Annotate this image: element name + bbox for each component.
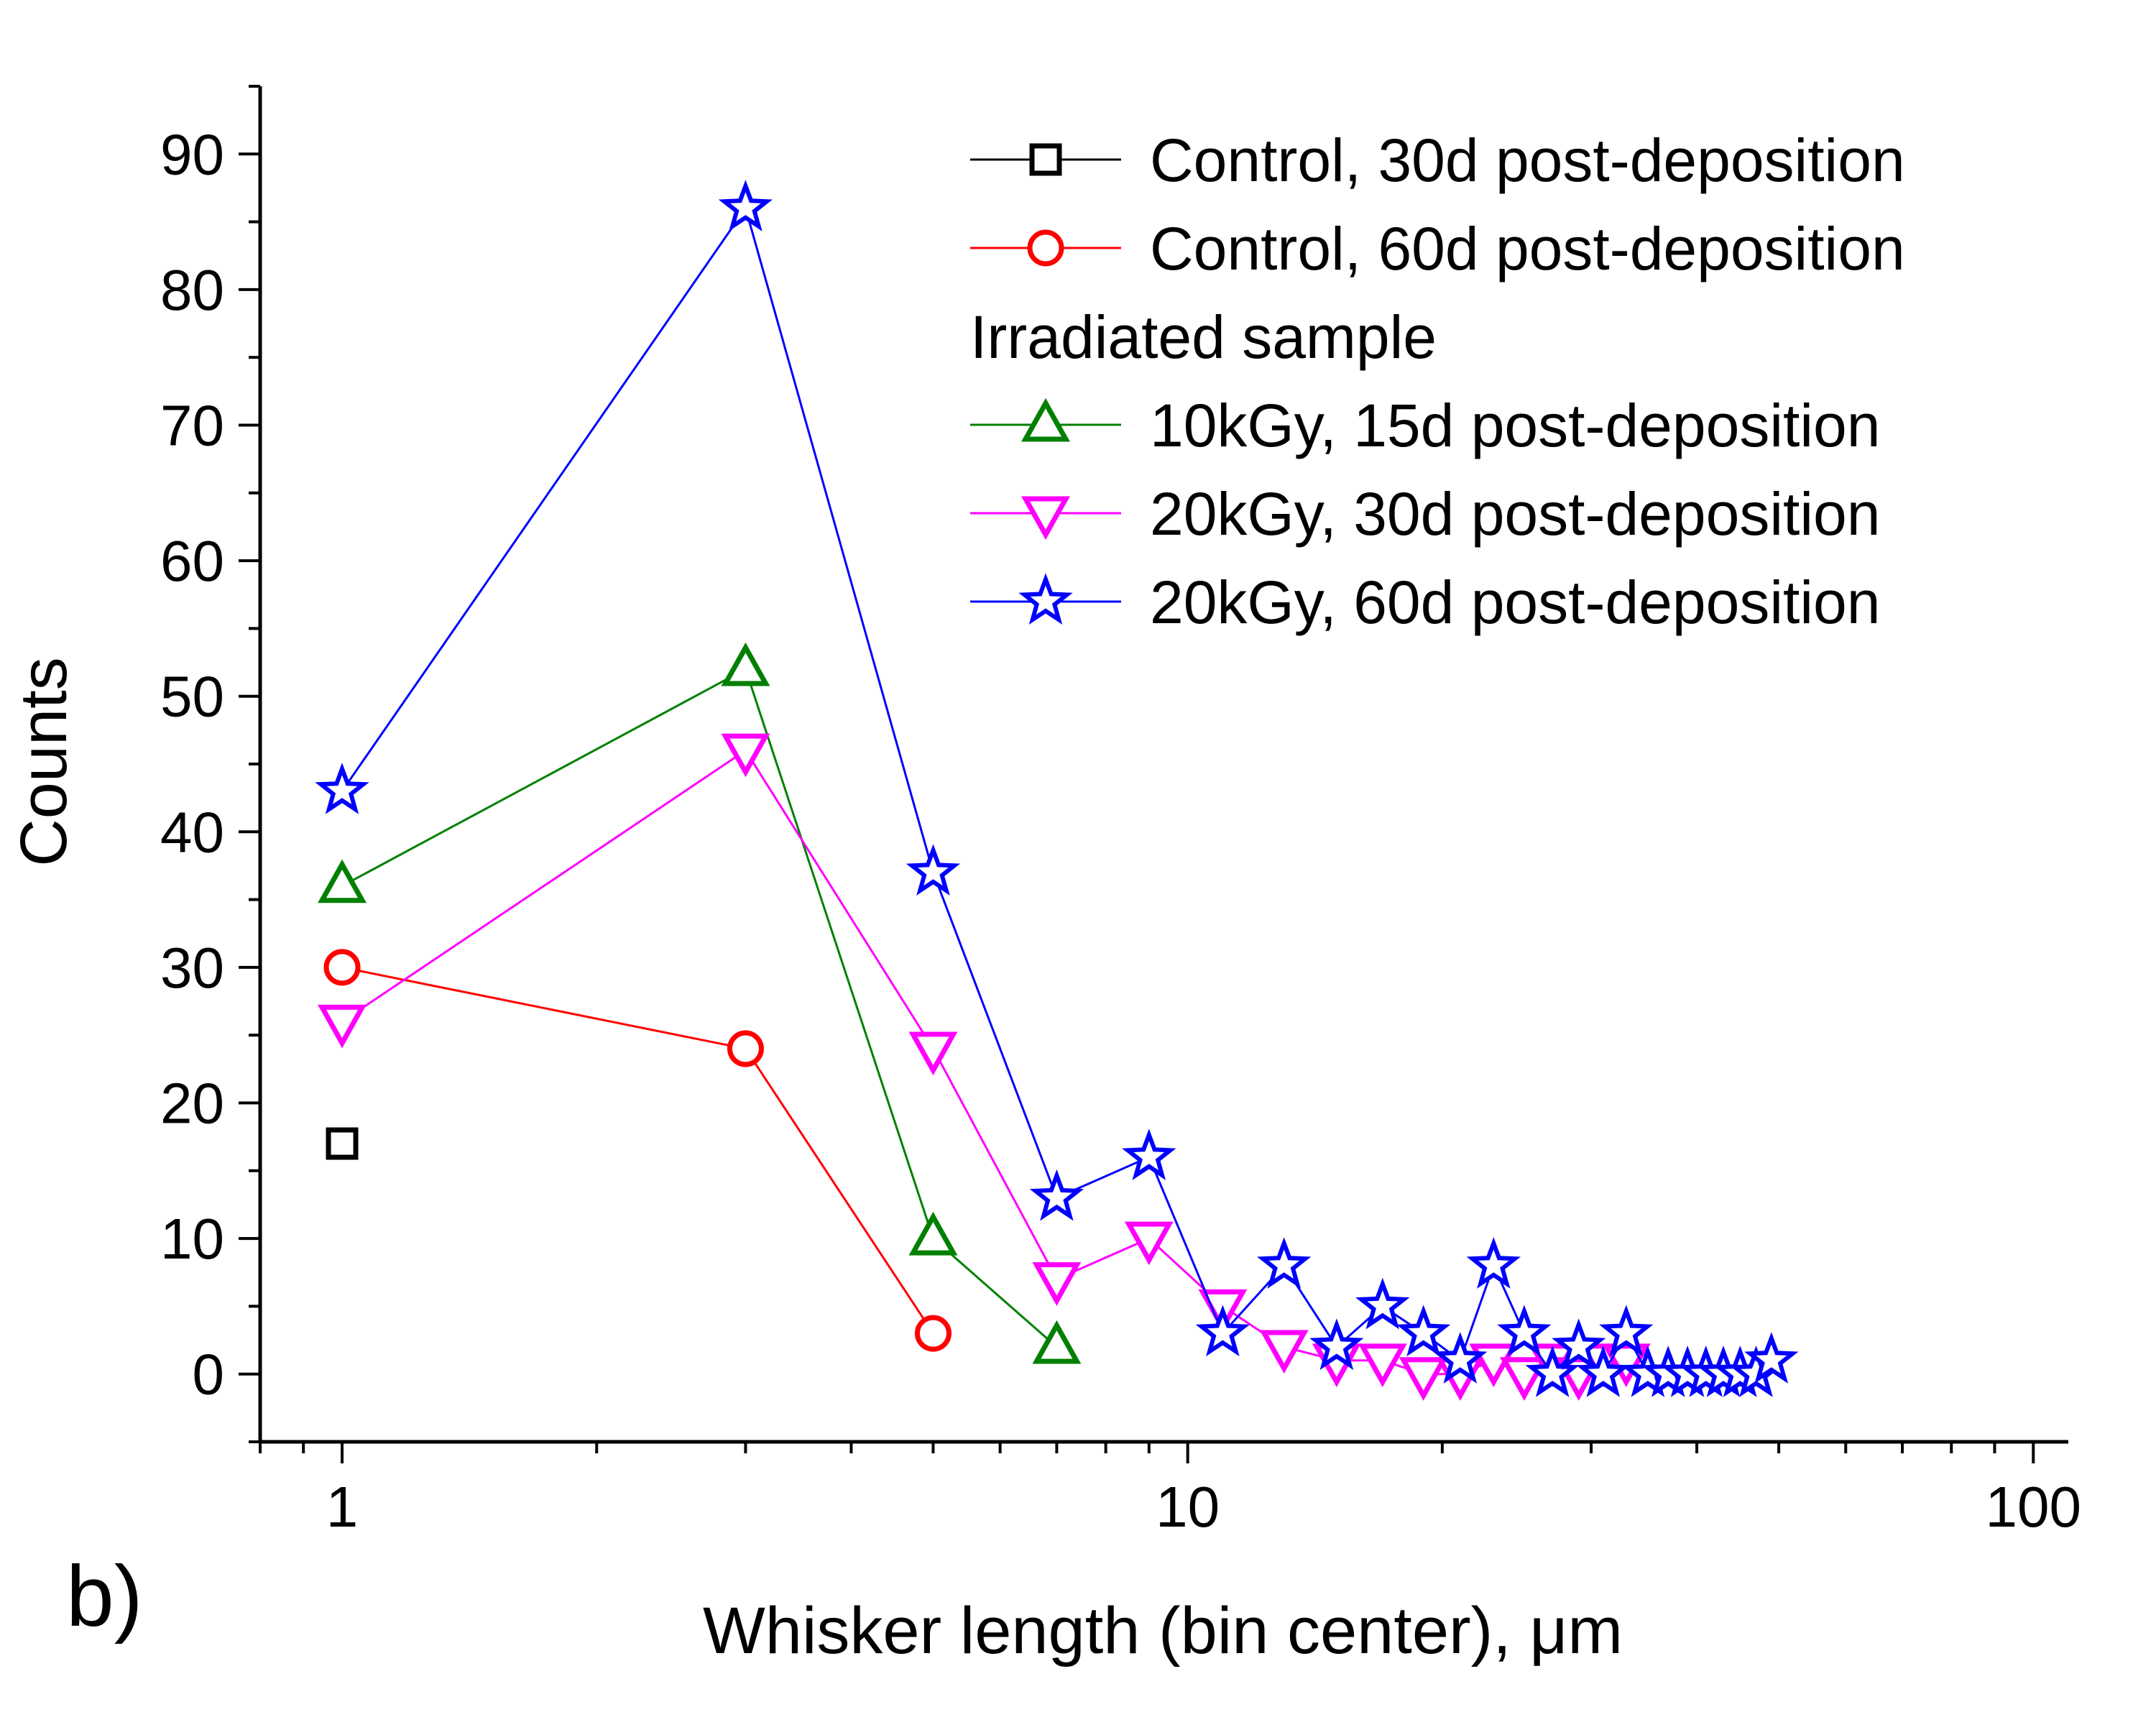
legend-entry: 20kGy, 30d post-deposition: [970, 480, 1880, 548]
data-point: [323, 949, 361, 986]
data-point: [1576, 1346, 1631, 1397]
series-0: [326, 1127, 359, 1160]
panel-label: b): [66, 1548, 143, 1644]
data-point: [906, 844, 961, 896]
data-point: [318, 1004, 367, 1049]
data-point: [721, 733, 770, 778]
series-2: [318, 642, 1082, 1364]
legend-marker: [1029, 143, 1062, 176]
data-point: [1358, 1343, 1407, 1388]
series-line: [341, 748, 1626, 1376]
plot-frame: 0 10 20 30 40 50 60 70 80 90 1 10 100: [160, 85, 2081, 1539]
series-1: [323, 949, 952, 1352]
data-point: [908, 1031, 958, 1076]
legend-label: 20kGy, 30d post-deposition: [1150, 480, 1880, 548]
data-point: [1744, 1332, 1799, 1384]
data-point: [1124, 1221, 1174, 1266]
data-point: [1497, 1305, 1552, 1357]
y-tick-label: 30: [160, 936, 224, 1000]
data-point: [315, 763, 369, 814]
legend-label: 20kGy, 60d post-deposition: [1150, 569, 1880, 636]
data-point: [1032, 1320, 1082, 1364]
data-point: [727, 1030, 764, 1067]
legend-entry: Control, 30d post-deposition: [970, 126, 1905, 194]
legend-label: Control, 30d post-deposition: [1150, 126, 1905, 194]
data-point: [1032, 1262, 1082, 1306]
data-point: [1309, 1318, 1364, 1371]
data-point: [1396, 1305, 1451, 1357]
y-tick-label: 0: [193, 1343, 225, 1407]
legend-entry: 20kGy, 60d post-deposition: [970, 569, 1880, 636]
data-point: [1355, 1277, 1410, 1330]
y-tick-label: 80: [160, 258, 224, 322]
legend-entry: Control, 60d post-deposition: [970, 215, 1905, 282]
data-point: [1259, 1330, 1309, 1374]
legend-marker: [1021, 397, 1070, 442]
data-point: [1469, 1343, 1519, 1388]
y-tick-label: 60: [160, 529, 224, 593]
data-point: [318, 859, 367, 903]
legend-marker: [1018, 573, 1073, 625]
legend-marker: [1027, 229, 1064, 267]
y-tick-label: 40: [160, 800, 224, 864]
x-tick-label: 100: [1986, 1475, 2081, 1539]
legend-label: 10kGy, 15d post-deposition: [1150, 392, 1880, 459]
series-3: [318, 733, 1651, 1401]
data-point: [1029, 1169, 1084, 1221]
legend-entry: 10kGy, 15d post-deposition: [970, 392, 1880, 459]
data-point: [718, 180, 773, 231]
legend-label: Control, 60d post-deposition: [1150, 215, 1905, 282]
x-tick-label: 1: [326, 1475, 359, 1539]
data-point: [326, 1127, 359, 1160]
data-point: [1525, 1346, 1580, 1397]
data-point: [1466, 1237, 1521, 1289]
data-point: [1433, 1332, 1488, 1384]
legend: Control, 30d post-deposition Control, 60d…: [970, 126, 1905, 636]
y-tick-label: 90: [160, 122, 224, 186]
series-layer: [315, 180, 1799, 1401]
data-point: [1195, 1305, 1250, 1357]
data-point: [1122, 1128, 1176, 1180]
legend-marker: [1021, 496, 1070, 540]
series-line: [341, 966, 934, 1334]
y-axis-title: Counts: [7, 657, 80, 867]
data-point: [721, 642, 770, 686]
data-point: [1256, 1237, 1312, 1289]
data-point: [914, 1315, 952, 1352]
data-point: [1601, 1343, 1651, 1388]
y-tick-label: 70: [160, 394, 224, 458]
y-tick-label: 10: [160, 1207, 224, 1271]
data-point: [1399, 1357, 1448, 1401]
data-point: [1552, 1318, 1606, 1371]
x-tick-label: 10: [1156, 1475, 1220, 1539]
x-axis-title: Whisker length (bin center), μm: [703, 1594, 1623, 1668]
series-4: [315, 180, 1799, 1397]
data-point: [908, 1211, 958, 1256]
y-tick-label: 20: [160, 1072, 224, 1136]
legend-group-header: Irradiated sample: [970, 303, 1437, 371]
series-line: [341, 667, 1058, 1348]
y-tick-label: 50: [160, 665, 224, 729]
data-point: [1599, 1305, 1654, 1357]
